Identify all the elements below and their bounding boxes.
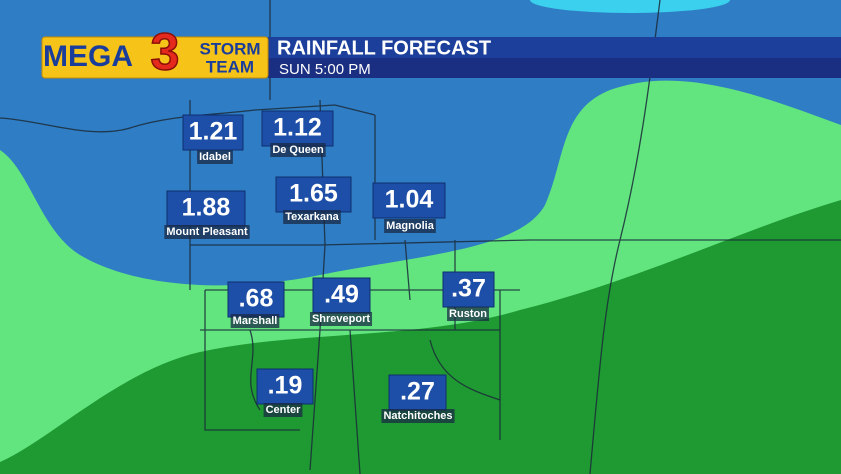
city-marker: 1.65 Texarkana [275,176,352,224]
city-name: Marshall [233,315,278,327]
dark-green-area [0,200,841,474]
value-box [261,110,334,147]
header: RAINFALL FORECAST SUN 5:00 PM MEGA 3 STO… [41,23,841,82]
value-box [227,281,285,318]
city-name: Idabel [199,151,231,163]
city-name: Ruston [449,308,487,320]
rainfall-value: .19 [268,372,303,400]
logo-box [41,36,269,79]
logo-number: 3 [151,24,180,82]
rainfall-value: 1.65 [289,180,338,208]
rainfall-value: 1.88 [182,194,231,222]
city-marker: .49 Shreveport [309,277,373,326]
city-name: Natchitoches [383,410,452,422]
logo-team: TEAM [206,57,254,76]
city-name: Magnolia [386,220,435,232]
rainfall-value: .27 [400,378,435,406]
rainfall-value: 1.12 [273,114,322,142]
logo-storm: STORM [199,39,260,58]
value-box [275,176,352,213]
city-marker: .19 Center [256,368,314,417]
rainfall-value: 1.04 [385,186,434,214]
city-name: Mount Pleasant [166,226,248,238]
cyan-area [530,0,730,13]
city-name-bg [283,210,341,224]
city-name: De Queen [272,144,324,156]
city-marker: .37 Ruston [442,271,495,321]
city-name-bg [447,307,489,321]
rainfall-value: .68 [239,285,274,313]
header-title: RAINFALL FORECAST [277,37,491,59]
city-name: Texarkana [285,211,339,223]
city-name-bg [197,150,233,164]
city-name: Center [266,404,302,416]
city-marker: 1.04 Magnolia [372,182,446,233]
rainfall-value: .49 [324,281,359,309]
city-name-bg [384,219,436,233]
city-name-bg [381,409,455,423]
city-marker: .68 Marshall [227,281,285,328]
value-box [256,368,314,405]
city-name-bg [309,312,373,326]
city-name-bg [230,314,280,328]
logo-mega: MEGA [43,40,133,73]
header-subtitle: SUN 5:00 PM [279,61,371,78]
value-box [372,182,446,219]
city-marker: 1.88 Mount Pleasant [164,190,250,239]
city-name-bg [263,403,303,417]
city-marker: .27 Natchitoches [381,374,455,423]
city-marker: 1.21 Idabel [182,114,244,164]
city-name-bg [270,143,326,157]
city-name: Shreveport [312,313,370,325]
city-marker: 1.12 De Queen [261,110,334,157]
city-name-bg [164,225,250,239]
city-labels: 1.21 Idabel 1.12 De Queen 1.88 Mount Pleasant… [164,110,495,423]
rainfall-value: 1.21 [189,118,238,146]
value-box [166,190,246,227]
rainfall-value: .37 [451,275,486,303]
header-bar-lower [268,58,841,78]
